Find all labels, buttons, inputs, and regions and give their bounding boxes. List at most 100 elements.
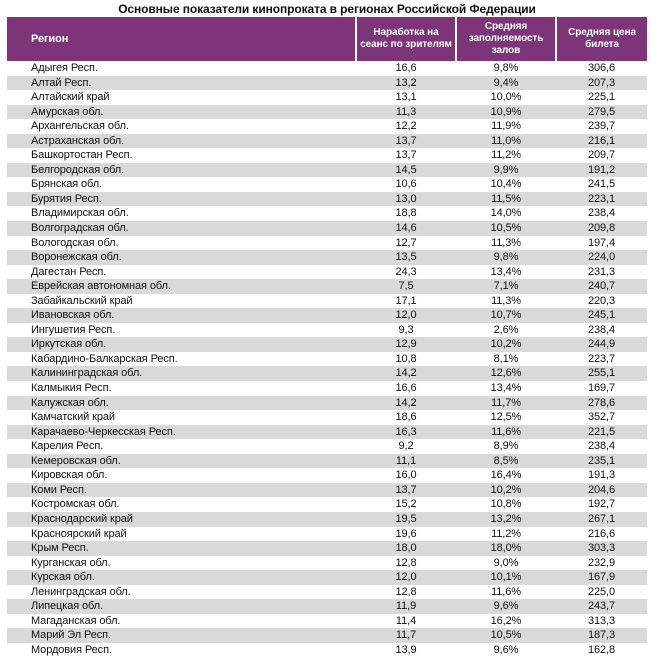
value-cell: 16,6 xyxy=(395,382,417,395)
value-cell: 12,0 xyxy=(395,309,417,322)
table-row: Адыгея Респ. 16,6 9,8% 306,6 xyxy=(7,61,647,76)
value-cell: 10,5% xyxy=(490,629,522,642)
table-row: Белгородская обл. 14,5 9,9% 191,2 xyxy=(7,162,647,178)
region-cell: Красноярский край xyxy=(31,527,127,540)
value-cell: 10,6 xyxy=(395,178,417,191)
value-cell: 225,0 xyxy=(587,585,616,598)
value-cell: 216,6 xyxy=(587,527,616,540)
table-row: Калининградская обл. 14,2 12,6% 255,1 xyxy=(7,366,647,382)
value-cell: 9,4% xyxy=(493,76,519,89)
value-cell: 8,9% xyxy=(493,440,519,453)
region-cell: Волгоградская обл. xyxy=(31,222,129,235)
value-cell: 2,6% xyxy=(493,323,519,336)
value-cell: 12,7 xyxy=(395,236,417,249)
value-cell: 15,2 xyxy=(395,498,417,511)
header-row: Регион Наработка на сеанс по зрителям Ср… xyxy=(7,17,647,61)
value-cell: 16,2% xyxy=(490,614,522,627)
value-cell: 216,1 xyxy=(587,134,616,147)
value-cell: 11,7% xyxy=(491,396,521,409)
value-cell: 13,7 xyxy=(395,149,417,162)
table-row: Кемеровская обл. 11,1 8,5% 235,1 xyxy=(7,453,647,469)
value-cell: 221,5 xyxy=(587,425,616,438)
region-cell: Белгородская обл. xyxy=(31,163,125,176)
page-title: Основные показатели кинопроката в регион… xyxy=(118,2,536,16)
table-row: Курская обл. 12,0 10,1% 167,9 xyxy=(7,570,647,585)
value-cell: 9,6% xyxy=(493,600,519,613)
value-cell: 10,4% xyxy=(490,178,522,191)
table-row: Крым Респ. 18,0 18,0% 303,3 xyxy=(7,541,647,556)
value-cell: 11,2% xyxy=(491,527,521,540)
region-cell: Архангельская обл. xyxy=(31,120,129,133)
table-row: Карачаево-Черкесская Респ. 16,3 11,6% 221,5 xyxy=(7,424,647,440)
value-cell: 197,4 xyxy=(587,236,616,249)
region-cell: Курганская обл. xyxy=(31,556,111,569)
table-row: Брянская обл. 10,6 10,4% 241,5 xyxy=(7,177,647,192)
value-cell: 11,5% xyxy=(491,192,521,205)
table-row: Марий Эл Респ. 11,7 10,5% 187,3 xyxy=(7,628,647,643)
value-cell: 19,5 xyxy=(395,512,417,525)
value-cell: 13,0 xyxy=(395,192,417,205)
value-cell: 9,9% xyxy=(493,163,519,176)
value-cell: 9,8% xyxy=(493,251,519,264)
value-cell: 231,3 xyxy=(587,265,616,278)
value-cell: 241,5 xyxy=(587,178,616,191)
value-cell: 11,6% xyxy=(491,425,521,438)
value-cell: 14,0% xyxy=(490,207,522,220)
value-cell: 10,2% xyxy=(490,483,522,496)
table-row: Дагестан Респ. 24,3 13,4% 231,3 xyxy=(7,265,647,280)
value-cell: 13,4% xyxy=(490,382,522,395)
column-header-region: Регион xyxy=(7,17,356,61)
region-cell: Крым Респ. xyxy=(31,542,89,555)
value-cell: 9,2 xyxy=(398,440,414,453)
value-cell: 279,5 xyxy=(587,105,616,118)
table-row: Вологодская обл. 12,7 11,3% 197,4 xyxy=(7,236,647,251)
value-cell: 7,5 xyxy=(398,280,414,293)
column-header-ticket-price: Средняя цена билета xyxy=(555,17,647,61)
value-cell: 8,1% xyxy=(493,352,519,365)
value-cell: 18,0% xyxy=(490,542,522,555)
value-cell: 187,3 xyxy=(587,629,616,642)
region-cell: Брянская обл. xyxy=(31,178,103,191)
table-row: Алтай Респ. 13,2 9,4% 207,3 xyxy=(7,75,647,91)
value-cell: 13,1 xyxy=(395,91,417,104)
table-row: Амурская обл. 11,3 10,9% 279,5 xyxy=(7,104,647,120)
table-row: Ивановская обл. 12,0 10,7% 245,1 xyxy=(7,308,647,323)
value-cell: 24,3 xyxy=(395,265,417,278)
value-cell: 238,4 xyxy=(587,440,616,453)
value-cell: 11,0% xyxy=(491,134,521,147)
value-cell: 8,5% xyxy=(493,454,519,467)
value-cell: 169,7 xyxy=(587,382,616,395)
value-cell: 9,3 xyxy=(398,323,414,336)
value-cell: 220,3 xyxy=(587,294,616,307)
value-cell: 255,1 xyxy=(587,367,616,380)
value-cell: 235,1 xyxy=(587,454,616,467)
value-cell: 13,7 xyxy=(395,134,417,147)
region-cell: Костромская обл. xyxy=(31,498,120,511)
value-cell: 16,3 xyxy=(395,425,417,438)
table-row: Бурятия Респ. 13,0 11,5% 223,1 xyxy=(7,191,647,207)
region-cell: Ленинградская обл. xyxy=(31,585,131,598)
region-cell: Астраханская обл. xyxy=(31,134,125,147)
value-cell: 16,0 xyxy=(395,469,417,482)
value-cell: 11,4 xyxy=(395,614,417,627)
table-row: Коми Респ. 13,7 10,2% 204,6 xyxy=(7,482,647,498)
region-cell: Калужская обл. xyxy=(31,396,109,409)
value-cell: 267,1 xyxy=(587,512,616,525)
region-cell: Липецкая обл. xyxy=(31,600,104,613)
value-cell: 12,2 xyxy=(395,120,417,133)
region-cell: Адыгея Респ. xyxy=(31,62,98,74)
value-cell: 9,0% xyxy=(493,556,519,569)
value-cell: 10,1% xyxy=(490,571,522,584)
table-row: Воронежская обл. 13,5 9,8% 224,0 xyxy=(7,250,647,265)
table-row: Курганская обл. 12,8 9,0% 232,9 xyxy=(7,556,647,571)
region-cell: Камчатский край xyxy=(31,411,115,424)
region-cell: Мордовия Респ. xyxy=(31,643,112,656)
value-cell: 12,9 xyxy=(395,338,417,351)
table-header: Регион Наработка на сеанс по зрителям Ср… xyxy=(7,17,647,61)
value-cell: 13,2% xyxy=(490,512,522,525)
table-row: Краснодарский край 19,5 13,2% 267,1 xyxy=(7,511,647,527)
region-cell: Вологодская обл. xyxy=(31,236,119,249)
value-cell: 245,1 xyxy=(587,309,616,322)
region-cell: Алтай Респ. xyxy=(31,76,92,89)
value-cell: 303,3 xyxy=(587,542,616,555)
